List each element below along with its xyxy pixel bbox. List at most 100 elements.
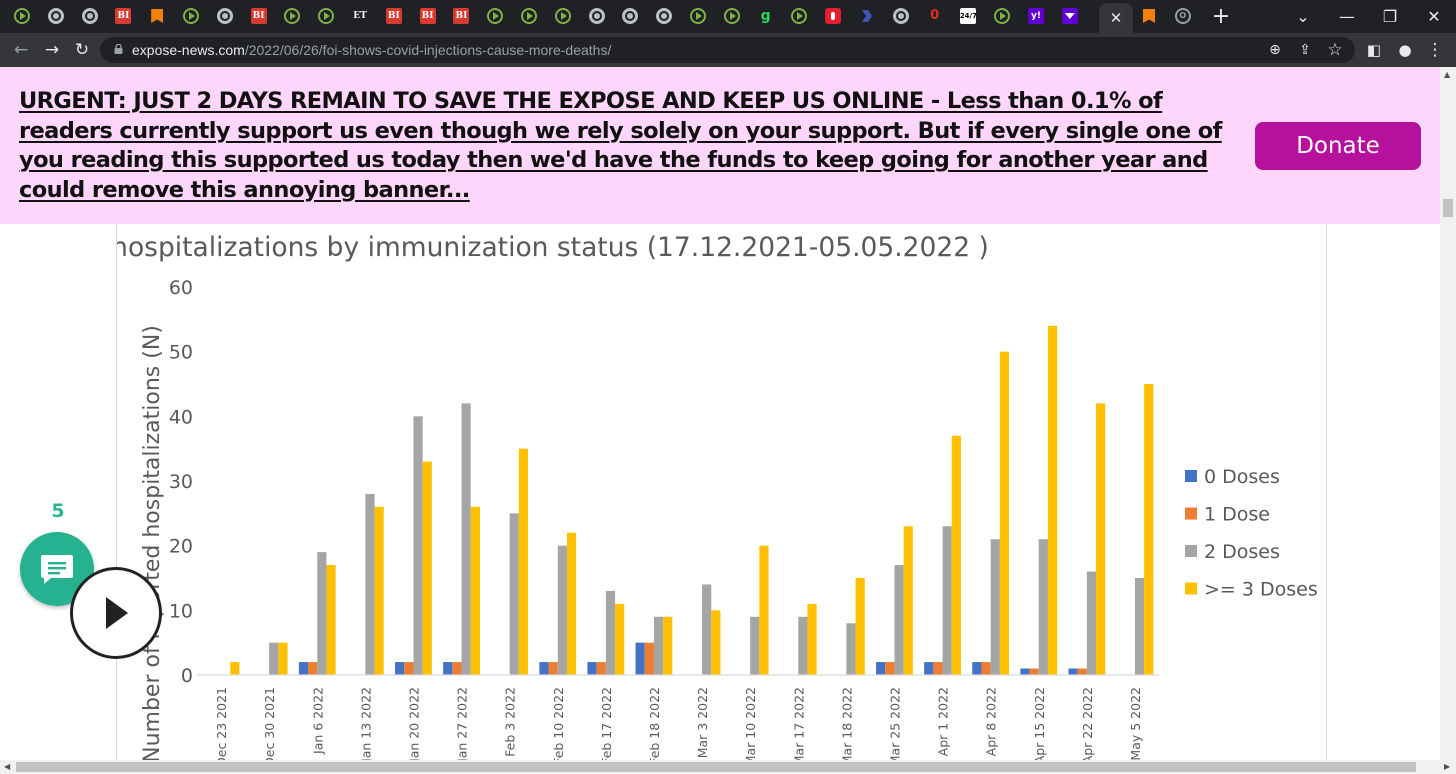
restore-icon[interactable]: ❐ — [1382, 6, 1398, 26]
bar — [308, 662, 318, 675]
bar — [443, 662, 453, 675]
browser-tab[interactable] — [11, 5, 33, 27]
browser-tab[interactable] — [721, 5, 743, 27]
bar — [1077, 668, 1087, 675]
browser-tab[interactable] — [856, 5, 878, 27]
browser-tab[interactable] — [484, 5, 506, 27]
browser-tab[interactable]: 24/7 — [957, 5, 979, 27]
y-tick-label: 50 — [169, 342, 193, 364]
bar — [404, 662, 414, 675]
bar — [557, 545, 567, 675]
globe-icon — [656, 8, 673, 24]
bar — [422, 461, 432, 675]
forward-icon[interactable]: → — [44, 40, 60, 60]
mail-icon — [1061, 8, 1078, 24]
bar — [298, 662, 309, 675]
bar — [596, 662, 606, 675]
bar — [470, 506, 480, 675]
mic-icon — [825, 8, 842, 24]
x-tick-label: Mar 3 2022 — [695, 687, 710, 758]
horizontal-scroll-thumb[interactable] — [16, 762, 1416, 772]
bar — [1038, 539, 1048, 675]
back-icon[interactable]: ← — [13, 40, 29, 60]
browser-tab[interactable]: BI — [112, 5, 134, 27]
scroll-right-icon[interactable]: ▶ — [1444, 762, 1451, 771]
side-panel-icon[interactable]: ◧ — [1366, 41, 1382, 59]
play-audio-button[interactable] — [70, 567, 162, 659]
browser-tab[interactable] — [146, 5, 168, 27]
browser-tab[interactable]: O — [1172, 5, 1194, 27]
url-text[interactable]: expose-news.com/2022/06/26/foi-shows-cov… — [132, 37, 611, 63]
close-tab-icon[interactable]: ✕ — [1109, 9, 1123, 27]
et-icon: ET — [352, 8, 368, 24]
x-tick-label: May 5 2022 — [1128, 687, 1143, 760]
horizontal-scrollbar[interactable]: ◀ ▶ — [0, 760, 1456, 774]
browser-tab[interactable] — [315, 5, 337, 27]
browser-tab[interactable] — [991, 5, 1013, 27]
window-close-icon[interactable]: ✕ — [1427, 6, 1441, 26]
browser-tab[interactable]: BI — [248, 5, 270, 27]
banner-link[interactable]: URGENT: JUST 2 DAYS REMAIN TO SAVE THE E… — [19, 88, 1222, 203]
legend-swatch — [1185, 507, 1197, 520]
browser-tab[interactable] — [1059, 5, 1081, 27]
browser-tab[interactable] — [214, 5, 236, 27]
url-host: expose-news.com — [132, 42, 245, 58]
share-icon[interactable]: ⇪ — [1299, 42, 1311, 58]
menu-icon[interactable]: ⋮ — [1426, 40, 1444, 60]
browser-tab[interactable] — [281, 5, 303, 27]
browser-tab[interactable] — [687, 5, 709, 27]
tab-search-icon[interactable]: ⌄ — [1296, 6, 1310, 26]
browser-tab[interactable]: g — [755, 5, 777, 27]
new-tab-button[interactable]: + — [1211, 3, 1231, 29]
browser-tab[interactable]: 0 — [924, 5, 946, 27]
browser-tab[interactable] — [552, 5, 574, 27]
browser-tab[interactable] — [788, 5, 810, 27]
bar — [1068, 668, 1078, 675]
browser-tab[interactable] — [822, 5, 844, 27]
globe-icon — [892, 8, 909, 24]
x-tick-label: Apr 15 2022 — [1032, 687, 1047, 760]
legend-label: >= 3 Doses — [1204, 579, 1318, 601]
browser-tab[interactable]: ET — [349, 5, 371, 27]
globe-icon — [588, 8, 605, 24]
browser-tab[interactable] — [518, 5, 540, 27]
zoom-icon[interactable]: ⊕ — [1269, 42, 1281, 58]
browser-tab[interactable] — [180, 5, 202, 27]
browser-tab[interactable]: BI — [383, 5, 405, 27]
scroll-left-icon[interactable]: ◀ — [4, 762, 11, 771]
browser-tab[interactable] — [619, 5, 641, 27]
browser-tab[interactable] — [1138, 5, 1160, 27]
legend-swatch — [1185, 582, 1197, 595]
bar — [1096, 403, 1106, 675]
yahoo-icon: y! — [1028, 8, 1044, 24]
bookmark-star-icon[interactable]: ☆ — [1327, 40, 1343, 60]
bar — [951, 435, 961, 675]
browser-tab[interactable]: y! — [1025, 5, 1047, 27]
tab-strip: BI BI ET BI BI BI g 0 24/7 y! ✕ O + ⌄ — ❐ ✕ — [0, 0, 1456, 33]
bar — [663, 616, 673, 675]
bar — [972, 662, 982, 675]
browser-tab[interactable]: BI — [417, 5, 439, 27]
active-tab[interactable]: ✕ — [1099, 3, 1133, 33]
browser-tab[interactable] — [890, 5, 912, 27]
browser-tab[interactable] — [653, 5, 675, 27]
bar — [635, 642, 645, 675]
donate-button[interactable]: Donate — [1255, 122, 1421, 170]
vertical-scroll-thumb[interactable] — [1443, 199, 1453, 217]
browser-tab[interactable] — [586, 5, 608, 27]
bar — [1134, 578, 1145, 675]
browser-tab[interactable] — [45, 5, 67, 27]
y-tick-label: 20 — [169, 536, 193, 558]
scroll-up-icon[interactable]: ▲ — [1444, 70, 1451, 79]
browser-tab[interactable]: BI — [450, 5, 472, 27]
browser-tab[interactable] — [79, 5, 101, 27]
legend-label: 2 Doses — [1204, 541, 1280, 563]
bar — [894, 565, 904, 675]
minimize-icon[interactable]: — — [1339, 6, 1355, 26]
vertical-scrollbar[interactable]: ▲ — [1440, 67, 1456, 760]
address-bar[interactable]: expose-news.com/2022/06/26/foi-shows-cov… — [100, 37, 1355, 63]
hospitalization-chart: hospitalizations by immunization status … — [117, 232, 1318, 760]
reload-icon[interactable]: ↻ — [74, 40, 90, 60]
profile-icon[interactable]: ● — [1398, 41, 1412, 59]
comments-button[interactable] — [20, 532, 94, 606]
